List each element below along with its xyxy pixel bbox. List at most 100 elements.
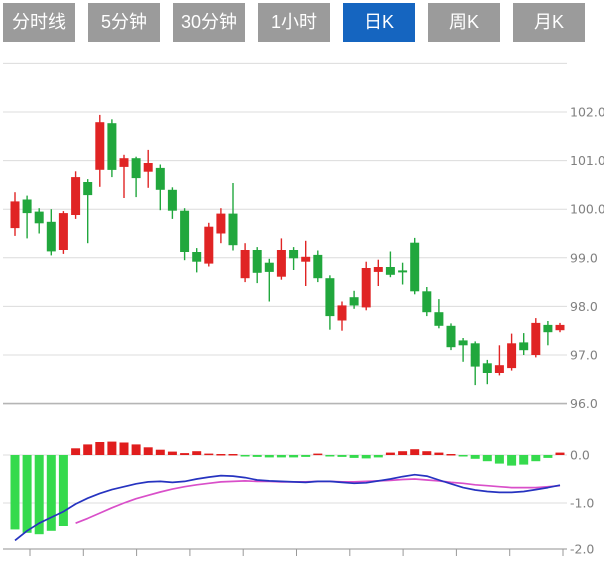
candle-body bbox=[422, 291, 432, 313]
price-axis-label: 99.0 bbox=[570, 250, 598, 265]
tab-1hour[interactable]: 1小时 bbox=[258, 3, 330, 42]
candle-body bbox=[301, 256, 311, 262]
candle-body bbox=[204, 226, 214, 264]
dif-line bbox=[14, 473, 561, 542]
candle-body bbox=[531, 322, 541, 355]
indicator-axis-label: -1.0 bbox=[570, 496, 594, 511]
candle-body bbox=[543, 324, 553, 333]
candle-body bbox=[143, 163, 153, 172]
candle-body bbox=[58, 213, 68, 250]
timeframe-tabbar: 分时线 5分钟 30分钟 1小时 日K 周K 月K bbox=[3, 3, 585, 42]
tab-daily-k[interactable]: 日K bbox=[343, 3, 415, 42]
candle-body bbox=[83, 182, 93, 196]
macd-hist-bar bbox=[204, 453, 214, 456]
candle-body bbox=[313, 254, 323, 279]
candle-body bbox=[216, 213, 226, 234]
candle-body bbox=[446, 325, 456, 348]
candle-body bbox=[349, 297, 359, 306]
macd-hist-bar bbox=[34, 455, 44, 535]
macd-hist-bar bbox=[313, 453, 323, 456]
macd-hist-bar bbox=[301, 455, 311, 457]
candle-body bbox=[10, 201, 20, 229]
macd-hist-bar bbox=[422, 451, 432, 455]
candle-body bbox=[34, 211, 44, 224]
tab-weekly-k[interactable]: 周K bbox=[428, 3, 500, 42]
macd-hist-bar bbox=[373, 455, 383, 458]
macd-hist-bar bbox=[228, 454, 238, 456]
candle-body bbox=[276, 250, 286, 277]
macd-hist-bar bbox=[71, 448, 81, 455]
macd-hist-bar bbox=[446, 454, 456, 456]
macd-hist-bar bbox=[180, 453, 190, 455]
candle-body bbox=[494, 365, 504, 373]
candle-body bbox=[482, 363, 492, 373]
macd-hist-bar bbox=[22, 455, 32, 533]
macd-hist-bar bbox=[289, 455, 299, 458]
price-axis-label: 100.0 bbox=[570, 202, 604, 217]
price-axis-label: 102.0 bbox=[570, 105, 604, 120]
candle-body bbox=[192, 252, 202, 262]
candle-body bbox=[95, 122, 105, 170]
macd-hist-bar bbox=[361, 455, 371, 459]
indicator-axis-label: 0.0 bbox=[570, 448, 590, 463]
price-axis-label: 96.0 bbox=[570, 396, 598, 411]
macd-hist-bar bbox=[337, 455, 347, 457]
macd-hist-bar bbox=[143, 447, 153, 455]
macd-hist-bar bbox=[83, 444, 93, 455]
macd-hist-bar bbox=[434, 452, 444, 455]
indicator-axis-label: -2.0 bbox=[570, 542, 594, 557]
macd-hist-bar bbox=[95, 442, 105, 455]
macd-hist-bar bbox=[519, 455, 529, 465]
dea-line bbox=[75, 478, 561, 524]
candle-body bbox=[252, 250, 262, 273]
macd-hist-bar bbox=[494, 455, 504, 464]
candle-body bbox=[240, 250, 250, 279]
candle-body bbox=[373, 267, 383, 272]
macd-hist-bar bbox=[276, 455, 286, 458]
candle-body bbox=[519, 342, 529, 351]
macd-hist-bar bbox=[531, 455, 541, 462]
candle-body bbox=[180, 210, 190, 252]
tab-30min[interactable]: 30分钟 bbox=[173, 3, 245, 42]
candle-body bbox=[289, 250, 299, 259]
macd-hist-bar bbox=[252, 455, 262, 457]
macd-hist-bar bbox=[46, 455, 56, 531]
macd-hist-bar bbox=[507, 455, 517, 466]
macd-hist-bar bbox=[131, 444, 141, 455]
macd-hist-bar bbox=[398, 451, 408, 455]
candle-body bbox=[264, 262, 274, 272]
candle-body bbox=[107, 123, 117, 170]
macd-hist-bar bbox=[155, 449, 165, 455]
candle-body bbox=[434, 312, 444, 326]
macd-hist-bar bbox=[470, 455, 480, 459]
candle-body bbox=[325, 278, 335, 317]
price-axis-label: 97.0 bbox=[570, 348, 598, 363]
macd-hist-bar bbox=[216, 454, 226, 456]
price-axis-label: 101.0 bbox=[570, 153, 604, 168]
macd-hist-bar bbox=[240, 455, 250, 457]
candle-body bbox=[119, 158, 129, 167]
macd-hist-bar bbox=[482, 455, 492, 462]
macd-hist-bar bbox=[119, 442, 129, 455]
macd-hist-bar bbox=[264, 455, 274, 458]
tab-time-share[interactable]: 分时线 bbox=[3, 3, 75, 42]
tab-monthly-k[interactable]: 月K bbox=[513, 3, 585, 42]
tab-5min[interactable]: 5分钟 bbox=[88, 3, 160, 42]
candle-body bbox=[22, 199, 32, 214]
candle-body bbox=[46, 221, 56, 252]
macd-hist-bar bbox=[555, 452, 565, 455]
candle-body bbox=[228, 213, 238, 246]
macd-hist-bar bbox=[10, 455, 20, 530]
macd-hist-bar bbox=[107, 441, 117, 455]
candle-body bbox=[71, 177, 81, 215]
candle-body bbox=[155, 167, 165, 190]
candle-body bbox=[131, 158, 141, 179]
candle-body bbox=[385, 267, 395, 275]
candle-body bbox=[167, 189, 177, 211]
candle-body bbox=[337, 305, 347, 321]
candle-body bbox=[458, 340, 468, 346]
macd-hist-bar bbox=[543, 455, 553, 458]
macd-hist-bar bbox=[458, 455, 468, 457]
